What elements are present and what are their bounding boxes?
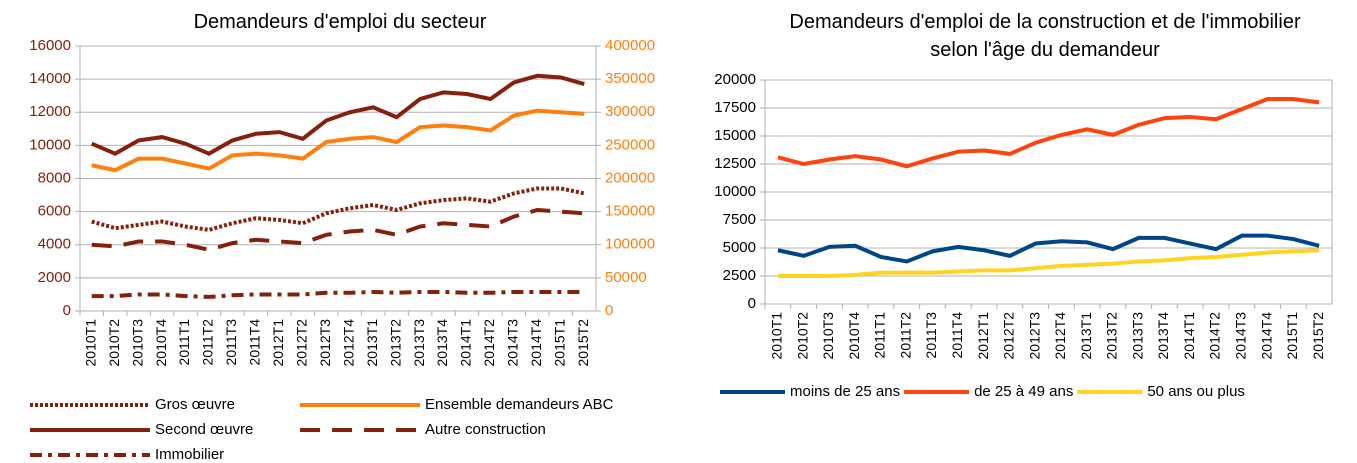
legend-label: Autre construction: [425, 421, 546, 438]
x-tick-label: 2011T2: [897, 312, 913, 359]
y-tick-label: 0: [748, 295, 756, 312]
y2-tick-label: 200000: [605, 169, 655, 186]
y2-tick-label: 50000: [605, 269, 647, 286]
x-tick-label: 2014T2: [481, 319, 497, 367]
y-tick-label: 14000: [29, 70, 71, 87]
series-line: [777, 248, 1320, 278]
x-tick-label: 2011T1: [176, 319, 192, 366]
x-tick-label: 2013T4: [434, 319, 450, 367]
x-tick-label: 2013T2: [1104, 312, 1120, 360]
x-tick-label: 2010T1: [82, 319, 98, 367]
x-tick-label: 2015T1: [552, 319, 568, 367]
x-tick-label: 2011T3: [223, 319, 239, 366]
y-tick-label: 16000: [29, 37, 71, 54]
x-tick-label: 2015T1: [1284, 312, 1300, 360]
x-tick-label: 2013T4: [1155, 312, 1171, 360]
series-line: [777, 97, 1320, 169]
legend-label: Ensemble demandeurs ABC: [425, 396, 614, 413]
series-line: [91, 108, 585, 173]
x-tick-label: 2012T1: [270, 319, 286, 367]
y-tick-label: 2000: [38, 269, 71, 286]
x-tick-label: 2014T2: [1207, 312, 1223, 360]
y2-tick-label: 0: [605, 302, 613, 319]
series-line: [777, 233, 1320, 264]
y-tick-label: 6000: [38, 203, 71, 220]
series-line: [91, 207, 585, 252]
y-tick-label: 15000: [714, 127, 756, 144]
x-tick-label: 2013T1: [364, 319, 380, 367]
x-tick-label: 2012T4: [340, 319, 356, 367]
x-tick-label: 2014T1: [458, 319, 474, 367]
y2-tick-label: 250000: [605, 136, 655, 153]
y-tick-label: 8000: [38, 169, 71, 186]
legend-label: Immobilier: [155, 446, 224, 463]
y-tick-label: 2500: [723, 267, 756, 284]
x-tick-label: 2011T1: [872, 312, 888, 359]
y-tick-label: 12500: [714, 155, 756, 172]
series-line: [91, 289, 585, 299]
chart-title: Demandeurs d'emploi de la construction e…: [789, 11, 1301, 61]
x-tick-label: 2015T2: [575, 319, 591, 367]
legend-label: 50 ans ou plus: [1147, 383, 1245, 400]
y-tick-label: 12000: [29, 103, 71, 120]
y2-tick-label: 400000: [605, 37, 655, 54]
legend-label: moins de 25 ans: [790, 383, 900, 400]
x-tick-label: 2013T1: [1078, 312, 1094, 360]
x-tick-label: 2010T4: [846, 312, 862, 360]
y-tick-label: 7500: [723, 211, 756, 228]
x-tick-label: 2014T1: [1181, 312, 1197, 360]
y-tick-label: 4000: [38, 236, 71, 253]
x-tick-label: 2013T3: [411, 319, 427, 367]
x-tick-label: 2012T2: [294, 319, 310, 367]
x-tick-label: 2012T3: [317, 319, 333, 367]
legend-label: Second œuvre: [155, 421, 253, 438]
series-line: [91, 186, 585, 232]
y-tick-label: 10000: [714, 183, 756, 200]
chart-title: Demandeurs d'emploi du secteur: [193, 11, 487, 33]
y2-tick-label: 100000: [605, 236, 655, 253]
y-tick-label: 10000: [29, 136, 71, 153]
x-tick-label: 2012T4: [1052, 312, 1068, 360]
x-tick-label: 2010T2: [794, 312, 810, 360]
y2-tick-label: 350000: [605, 70, 655, 87]
series-line: [90, 73, 585, 156]
x-tick-label: 2010T3: [820, 312, 836, 360]
y2-tick-label: 300000: [605, 103, 655, 120]
x-tick-label: 2010T2: [106, 319, 122, 367]
y-tick-label: 20000: [714, 71, 756, 88]
x-tick-label: 2011T2: [200, 319, 216, 366]
x-tick-label: 2012T3: [1026, 312, 1042, 360]
x-tick-label: 2015T2: [1310, 312, 1326, 360]
x-tick-label: 2012T2: [1001, 312, 1017, 360]
x-tick-label: 2014T3: [505, 319, 521, 367]
y-tick-label: 0: [63, 302, 71, 319]
x-tick-label: 2011T4: [949, 312, 965, 359]
x-tick-label: 2013T3: [1129, 312, 1145, 360]
x-tick-label: 2010T4: [153, 319, 169, 367]
x-tick-label: 2010T3: [129, 319, 145, 367]
x-tick-label: 2013T2: [387, 319, 403, 367]
x-tick-label: 2010T1: [769, 312, 785, 360]
legend-label: de 25 à 49 ans: [974, 383, 1073, 400]
x-tick-label: 2011T4: [247, 319, 263, 366]
legend-label: Gros œuvre: [155, 396, 235, 413]
x-tick-label: 2014T4: [528, 319, 544, 367]
y2-tick-label: 150000: [605, 203, 655, 220]
y-tick-label: 5000: [723, 239, 756, 256]
x-tick-label: 2011T3: [923, 312, 939, 359]
y-tick-label: 17500: [714, 99, 756, 116]
x-tick-label: 2014T4: [1258, 312, 1274, 360]
x-tick-label: 2014T3: [1232, 312, 1248, 360]
x-tick-label: 2012T1: [975, 312, 991, 360]
